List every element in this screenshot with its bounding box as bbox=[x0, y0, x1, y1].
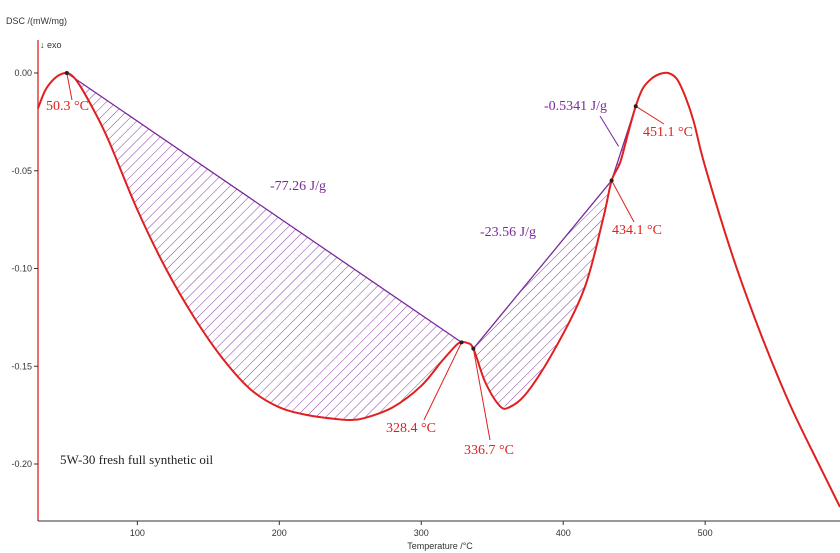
peak-marker bbox=[609, 178, 614, 183]
peak-marker bbox=[633, 104, 638, 109]
baseline-1 bbox=[66, 72, 462, 343]
enthalpy-leader bbox=[599, 115, 619, 147]
sample-label: 5W-30 fresh full synthetic oil bbox=[60, 452, 213, 467]
peak-label: 434.1 °C bbox=[612, 223, 662, 238]
enthalpy-label: -0.5341 J/g bbox=[544, 99, 607, 114]
peak-label: 336.7 °C bbox=[464, 443, 514, 458]
peak-leader bbox=[472, 348, 491, 441]
y-tick-label: -0.05 bbox=[11, 166, 32, 176]
peak-leader bbox=[66, 72, 73, 101]
x-ticks: 100 200 300 400 500 bbox=[130, 521, 713, 538]
x-tick-label: 200 bbox=[272, 528, 287, 538]
peak-label: 328.4 °C bbox=[386, 421, 436, 436]
peak-leader bbox=[635, 105, 665, 125]
x-axis-label: Temperature /°C bbox=[407, 541, 473, 551]
x-tick-label: 100 bbox=[130, 528, 145, 538]
integration-area-2 bbox=[473, 180, 612, 407]
y-axis-label: DSC /(mW/mg) bbox=[6, 16, 67, 26]
annotations: 50.3 °C 328.4 °C 336.7 °C 434.1 °C 451.1 °C -… bbox=[46, 71, 693, 458]
peak-marker bbox=[459, 340, 464, 345]
peak-label: 50.3 °C bbox=[46, 99, 89, 114]
y-tick-label: -0.15 bbox=[11, 361, 32, 371]
peak-marker bbox=[471, 346, 476, 351]
integration-areas bbox=[66, 73, 636, 420]
y-tick-label: -0.10 bbox=[11, 264, 32, 274]
y-ticks: 0.00 -0.05 -0.10 -0.15 -0.20 bbox=[11, 68, 38, 469]
exo-marker: ↓ exo bbox=[40, 40, 62, 50]
peak-leader bbox=[611, 180, 635, 223]
y-tick-label: -0.20 bbox=[11, 459, 32, 469]
enthalpy-label: -23.56 J/g bbox=[480, 225, 536, 240]
dsc-curve bbox=[37, 71, 840, 508]
enthalpy-label: -77.26 J/g bbox=[270, 179, 326, 194]
peak-label: 451.1 °C bbox=[643, 125, 693, 140]
x-tick-label: 300 bbox=[414, 528, 429, 538]
peak-marker bbox=[64, 71, 69, 75]
y-tick-label: 0.00 bbox=[14, 68, 32, 78]
x-tick-label: 500 bbox=[698, 528, 713, 538]
peak-leader bbox=[423, 342, 463, 421]
integration-area-1 bbox=[66, 73, 462, 420]
x-tick-label: 400 bbox=[556, 528, 571, 538]
baseline-2 bbox=[472, 180, 613, 350]
